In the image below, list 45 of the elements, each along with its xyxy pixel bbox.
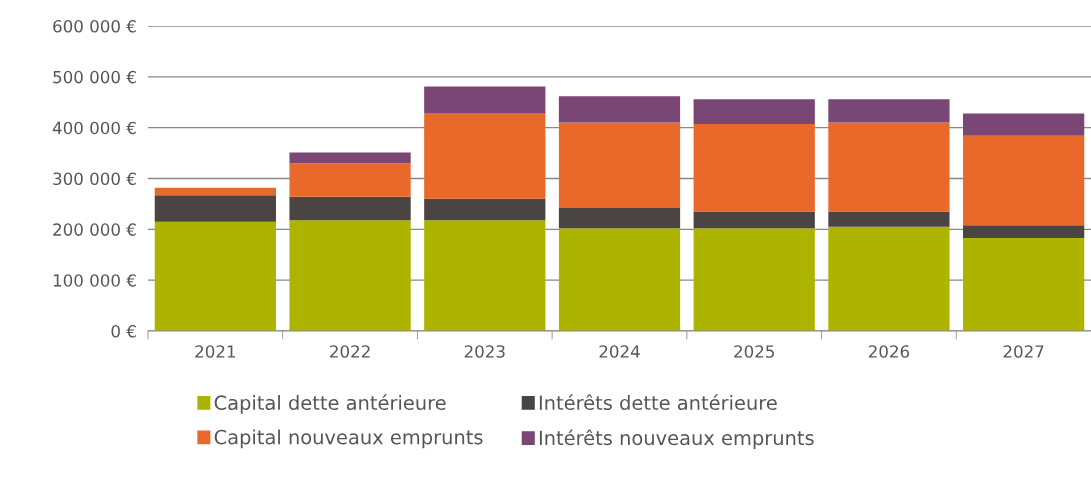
bar — [154, 187, 276, 196]
x-tick-label: 2023 — [464, 345, 505, 358]
bar — [154, 195, 276, 222]
bar — [963, 113, 1085, 136]
legend-label: Intérêts dette antérieure — [539, 394, 777, 411]
bar — [693, 211, 815, 229]
x-tick-label: 2021 — [195, 345, 236, 358]
legend-label: Capital dette antérieure — [214, 394, 446, 414]
legend-label: Intérêts nouveaux emprunts — [539, 429, 814, 449]
bar — [289, 196, 411, 221]
bar — [693, 124, 815, 212]
y-tick-label: 0 € — [111, 324, 136, 338]
x-tick-label: 2022 — [330, 345, 370, 358]
x-tick-label: 2027 — [1003, 345, 1044, 358]
bar — [154, 221, 276, 331]
bar — [828, 99, 950, 123]
y-tick-label: 500 000 € — [53, 70, 136, 84]
y-tick-label: 600 000 € — [53, 19, 136, 33]
x-tick-label: 2025 — [734, 345, 774, 358]
bar — [693, 228, 815, 331]
bar — [828, 211, 950, 227]
legend-label: Capital nouveaux emprunts — [214, 429, 483, 449]
bar — [424, 86, 546, 113]
bar — [558, 228, 681, 331]
bar — [963, 237, 1085, 331]
bar — [289, 163, 411, 197]
bar — [424, 220, 546, 331]
bar — [289, 152, 411, 164]
bar — [963, 135, 1085, 226]
bar — [558, 207, 681, 229]
bar — [693, 99, 815, 125]
y-tick-label: 200 000 € — [53, 223, 136, 236]
bar — [424, 198, 546, 221]
y-tick-label: 400 000 € — [52, 121, 136, 135]
bar — [558, 96, 681, 123]
bar — [828, 122, 950, 212]
bar — [828, 226, 950, 331]
bar — [289, 220, 411, 331]
y-tick-label: 100 000 € — [53, 274, 136, 287]
x-tick-label: 2026 — [868, 345, 910, 358]
x-tick-label: 2024 — [599, 345, 640, 358]
y-tick-label: 300 000 € — [53, 172, 136, 186]
bar — [424, 112, 546, 199]
bar — [558, 122, 681, 208]
bar — [963, 225, 1085, 238]
